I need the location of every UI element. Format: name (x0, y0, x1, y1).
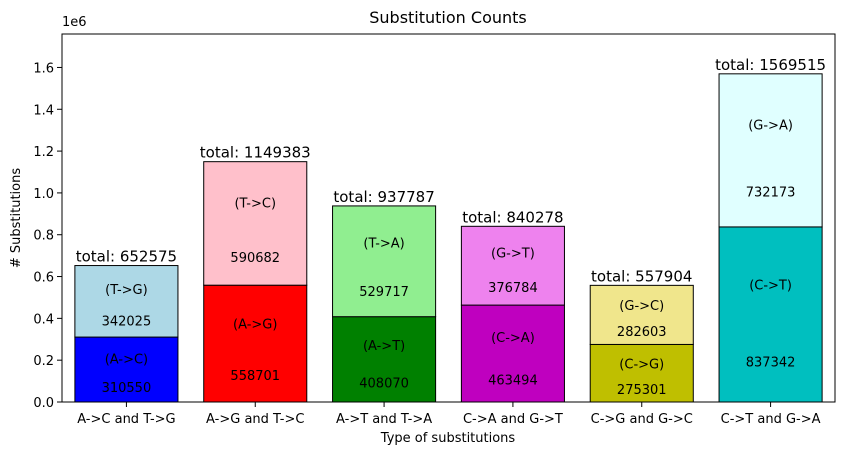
segment-value-label: 590682 (230, 251, 280, 266)
segment-value-label: 463494 (488, 374, 538, 389)
x-tick-label: A->G and T->C (206, 412, 304, 427)
plot-frame (61, 33, 836, 403)
segment-label: (C->G) (619, 357, 664, 372)
segment-label: (C->A) (491, 331, 535, 346)
segment-value-label: 282603 (617, 325, 667, 340)
segment-label: (G->T) (491, 246, 535, 261)
x-tick-label: A->T and T->A (336, 412, 432, 427)
segment-label: (T->G) (105, 283, 148, 298)
bar-segment (718, 73, 823, 228)
bar-segment (718, 226, 823, 403)
y-tick-label: 1.6 (33, 61, 54, 76)
chart-title: Substitution Counts (369, 8, 527, 27)
x-tick-label: C->G and G->C (591, 412, 693, 427)
y-tick-label: 1.0 (33, 187, 54, 202)
y-tick-label: 0.2 (33, 354, 54, 369)
segment-label: (G->C) (619, 299, 664, 314)
segment-label: (A->G) (233, 318, 277, 333)
bar-segment (203, 161, 308, 286)
segment-value-label: 837342 (746, 356, 796, 371)
y-tick-label: 0.8 (33, 229, 54, 244)
segment-value-label: 732173 (746, 186, 796, 201)
y-tick-label: 1.4 (33, 103, 54, 118)
bar-total-label: total: 937787 (333, 188, 434, 206)
bar-segment (332, 316, 437, 403)
bar-segment (203, 284, 308, 403)
segment-value-label: 310550 (102, 381, 152, 396)
bar-total-label: total: 557904 (591, 267, 692, 285)
segment-value-label: 376784 (488, 281, 538, 296)
bar-segment (460, 225, 565, 306)
x-tick-label: A->C and T->G (77, 412, 175, 427)
segment-value-label: 342025 (102, 315, 152, 330)
bar-segment (589, 343, 694, 403)
y-tick-label: 0.0 (33, 396, 54, 411)
y-axis-label: # Substitutions (9, 168, 24, 268)
segment-label: (T->A) (363, 236, 404, 251)
bar-total-label: total: 840278 (462, 208, 563, 226)
bar-total-label: total: 1149383 (200, 144, 311, 162)
segment-label: (T->C) (234, 196, 276, 211)
bar-segment (74, 265, 179, 338)
y-tick-label: 0.4 (33, 312, 54, 327)
y-tick-label: 1.2 (33, 145, 54, 160)
bar-total-label: total: 652575 (76, 248, 177, 266)
plot-area: (A->C) 310550 (T->G) 342025 total: 652575 A->… (33, 33, 836, 427)
segment-label: (A->C) (105, 352, 148, 367)
segment-value-label: 275301 (617, 383, 667, 398)
segment-value-label: 529717 (359, 285, 409, 300)
x-tick-label: C->T and G->A (721, 412, 821, 427)
y-tick-label: 0.6 (33, 271, 54, 286)
bar-segment (74, 336, 179, 403)
segment-label: (C->T) (749, 279, 792, 294)
bar-total-label: total: 1569515 (715, 56, 826, 74)
segment-value-label: 558701 (230, 369, 280, 384)
segment-label: (G->A) (748, 118, 793, 133)
x-tick-label: C->A and G->T (463, 412, 563, 427)
bar-segment (332, 205, 437, 318)
y-axis-offset-label: 1e6 (62, 15, 87, 30)
x-axis-label: Type of substitutions (380, 431, 516, 446)
segment-label: (A->T) (363, 339, 405, 354)
bar-segment (589, 284, 694, 345)
segment-value-label: 408070 (359, 376, 409, 391)
